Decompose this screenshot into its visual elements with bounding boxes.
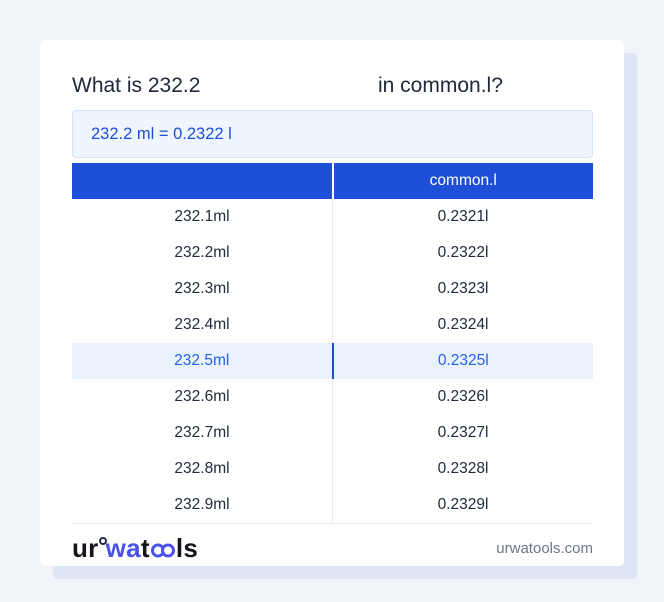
ml-value-cell[interactable]: 232.3ml [72, 271, 333, 307]
ml-value-cell[interactable]: 232.5ml [72, 343, 334, 379]
l-value-cell[interactable]: 0.2329l [437, 496, 489, 513]
l-value-cell[interactable]: 0.2328l [437, 460, 489, 477]
ml-value-cell[interactable]: 232.9ml [72, 487, 333, 523]
logo-text-ur: ur [72, 532, 99, 563]
table-row[interactable]: 232.6ml 0.2326l [72, 379, 593, 415]
conversion-card: What is 232.2 in common.l? 232.2 ml = 0.2… [40, 40, 624, 566]
table-row[interactable]: 232.3ml 0.2323l [72, 271, 593, 307]
ml-value-cell[interactable]: 232.8ml [72, 451, 333, 487]
logo-oo-rings-icon [150, 543, 175, 557]
ml-value-cell[interactable]: 232.6ml [72, 379, 333, 415]
conversion-table: common.l 232.1ml 0.2321l 232.2ml 0.2322l… [72, 163, 593, 524]
table-row[interactable]: 232.7ml 0.2327l [72, 415, 593, 451]
ml-value-cell[interactable]: 232.1ml [72, 199, 333, 235]
page-title-question: What is 232.2 [72, 74, 201, 97]
conversion-result-box: 232.2 ml = 0.2322 l [72, 110, 593, 158]
ml-value-cell[interactable]: 232.7ml [72, 415, 333, 451]
card-footer: ur wat ls urwatools.com [72, 531, 593, 565]
page-title-target-unit: in common.l? [378, 74, 503, 97]
table-header-common-l: common.l [429, 172, 497, 189]
l-value-cell[interactable]: 0.2323l [437, 280, 489, 297]
conversion-result-text: 232.2 ml = 0.2322 l [91, 124, 232, 143]
table-row[interactable]: 232.9ml 0.2329l [72, 487, 593, 523]
page-title: What is 232.2 in common.l? [72, 73, 593, 98]
table-row-highlighted[interactable]: 232.5ml 0.2325l [72, 343, 593, 379]
logo-text-wa: wa [105, 532, 141, 563]
l-value-cell[interactable]: 0.2327l [437, 424, 489, 441]
table-row[interactable]: 232.8ml 0.2328l [72, 451, 593, 487]
urwatools-logo[interactable]: ur wat ls [72, 533, 198, 564]
l-value-cell[interactable]: 0.2322l [437, 244, 489, 261]
logo-degree-ring-icon [98, 536, 107, 545]
logo-text-t: t [140, 532, 150, 563]
l-value-cell[interactable]: 0.2325l [437, 352, 489, 369]
l-value-cell[interactable]: 0.2324l [437, 316, 489, 333]
table-row[interactable]: 232.1ml 0.2321l [72, 199, 593, 235]
logo-text-ls: ls [175, 532, 199, 563]
ml-value-cell[interactable]: 232.4ml [72, 307, 333, 343]
l-value-cell[interactable]: 0.2321l [437, 208, 489, 225]
table-row[interactable]: 232.2ml 0.2322l [72, 235, 593, 271]
l-value-cell[interactable]: 0.2326l [437, 388, 489, 405]
table-row[interactable]: 232.4ml 0.2324l [72, 307, 593, 343]
site-domain-text: urwatools.com [496, 539, 593, 557]
table-header-row: common.l [72, 163, 593, 199]
table-header-ml [72, 163, 334, 199]
ml-value-cell[interactable]: 232.2ml [72, 235, 333, 271]
